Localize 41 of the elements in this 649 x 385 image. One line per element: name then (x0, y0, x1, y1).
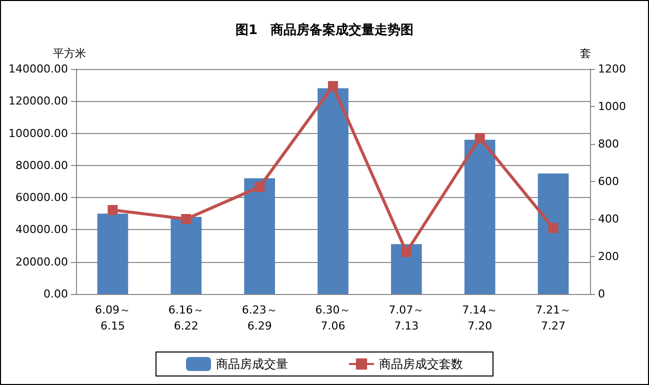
y2-tick-label: 1200 (598, 62, 626, 76)
y-tick-label: 80000.00 (16, 158, 68, 172)
x-tick-label: 7.14～ 7.20 (462, 304, 498, 332)
bar (244, 178, 275, 294)
y2-axis-title: 套 (580, 47, 591, 60)
y-tick-label: 120000.00 (8, 94, 68, 108)
y-tick-label: 20000.00 (16, 255, 68, 268)
legend-label: 商品房成交量 (216, 357, 288, 371)
point (328, 81, 338, 92)
point (474, 133, 485, 143)
y-tick-label: 100000.00 (8, 126, 68, 140)
bar (391, 244, 422, 294)
x-tick-label: 6.16～ 6.22 (168, 304, 204, 332)
y2-tick-label: 800 (598, 138, 619, 150)
bar (318, 88, 348, 294)
x-tick-label: 7.21～ 7.27 (536, 304, 572, 332)
point (108, 205, 118, 215)
y-tick-label: 40000.00 (16, 223, 68, 236)
chart-title: 图1 商品房备案成交量走势图 (235, 22, 414, 38)
x-tick-label: 6.30～ 7.06 (315, 304, 351, 332)
point (548, 223, 558, 233)
bar (97, 214, 128, 294)
y2-tick-label: 200 (598, 250, 619, 263)
point (254, 182, 265, 192)
y-tick-label: 0.00 (44, 288, 68, 300)
y2-tick-label: 1000 (598, 100, 626, 113)
y-tick-label: 140000.00 (8, 62, 68, 76)
y2-tick-label: 400 (598, 212, 619, 226)
y2-tick-label: 0 (598, 288, 605, 300)
x-tick-label: 6.23～ 6.29 (242, 304, 278, 332)
x-tick-label: 6.09～ 6.15 (94, 304, 130, 332)
point (181, 214, 192, 224)
y-axis-title: 平方米 (53, 47, 86, 60)
y-tick-label: 60000.00 (16, 191, 68, 204)
x-tick-label: 7.07～ 7.13 (388, 304, 424, 332)
bar (538, 173, 569, 294)
bar (170, 216, 202, 294)
bar (464, 140, 496, 294)
y2-tick-label: 600 (598, 175, 619, 188)
point (401, 247, 412, 257)
legend-label: 商品房成交套数 (379, 357, 463, 371)
